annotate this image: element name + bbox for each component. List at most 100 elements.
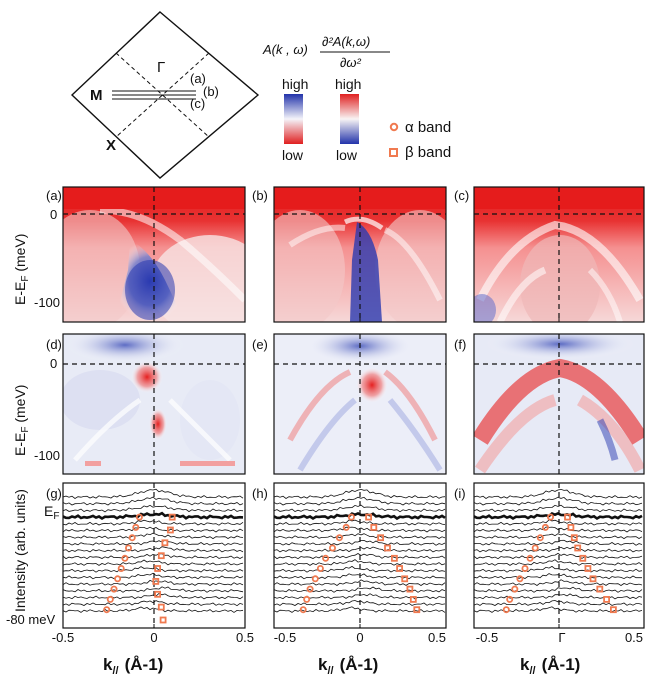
- edc-trace: [473, 533, 643, 540]
- edc-trace: [473, 496, 643, 506]
- beta-band-point: [157, 552, 165, 560]
- beta-band-point: [584, 565, 592, 572]
- ytick-100-row1: -100: [34, 295, 60, 310]
- alpha-band-point: [328, 544, 336, 552]
- alpha-band-point: [114, 575, 122, 583]
- alpha-band-point: [526, 554, 534, 562]
- edc-trace: [473, 579, 643, 586]
- x-axis-labels: k//(Å-1) k//(Å-1) k//(Å-1): [103, 655, 580, 677]
- alpha-band-point: [103, 606, 111, 614]
- edc-trace: [473, 593, 643, 600]
- ytick-100-row2: -100: [34, 448, 60, 463]
- beta-band-point: [161, 539, 169, 547]
- scale-left-low: low: [282, 147, 304, 163]
- alpha-band-point: [110, 585, 118, 593]
- panel-a: [63, 187, 245, 322]
- alpha-band-point: [117, 565, 125, 573]
- beta-band-point: [154, 590, 162, 598]
- edc-trace: [473, 552, 643, 560]
- edc-trace: [62, 496, 244, 506]
- edc-trace: [473, 546, 643, 553]
- scale-right-low: low: [336, 147, 358, 163]
- edc-trace: [273, 488, 446, 499]
- bz-gamma-label: Γ: [157, 59, 165, 76]
- panel-frames: [62, 186, 645, 629]
- panel-label-e: (e): [252, 337, 268, 352]
- alpha-band-point: [521, 565, 529, 573]
- beta-marker-icon: [389, 148, 398, 157]
- y-ticks: 0 -100 0 -100: [34, 207, 60, 463]
- alpha-band-point: [106, 595, 114, 603]
- panel-label-d: (d): [46, 337, 62, 352]
- edc-trace: [473, 559, 643, 566]
- alpha-band-point: [303, 595, 311, 603]
- bz-cut-c-label: (c): [190, 96, 205, 111]
- alpha-band-point: [335, 534, 343, 542]
- beta-band-point: [377, 534, 385, 542]
- edc-trace: [62, 553, 244, 560]
- edc-trace: [62, 546, 244, 553]
- beta-band-point: [610, 606, 617, 614]
- beta-band-point: [390, 554, 398, 562]
- bz-x-label: X: [106, 137, 116, 154]
- ylabel-row2: E-EF (meV): [12, 385, 31, 456]
- alpha-band-point: [299, 606, 307, 614]
- xtick-c-right: 0.5: [625, 630, 643, 645]
- alpha-band-point: [541, 523, 549, 531]
- ytick-0-row1: 0: [50, 207, 57, 222]
- beta-band-point: [567, 524, 575, 531]
- y-axis-labels: E-EF (meV) E-EF (meV) Intensity (arb. un…: [6, 234, 59, 627]
- beta-band-point: [406, 585, 414, 593]
- alpha-band-point: [125, 544, 133, 552]
- scale-left-high: high: [282, 76, 308, 92]
- edc-trace: [473, 488, 643, 499]
- alpha-marker-icon: [389, 122, 399, 132]
- xtick-a-right: 0.5: [236, 630, 254, 645]
- alpha-band-point: [531, 544, 539, 552]
- alpha-band-point: [135, 513, 143, 521]
- edc-trace: [473, 573, 642, 580]
- beta-band-point: [589, 575, 597, 583]
- beta-band-point: [154, 565, 162, 572]
- alpha-band-point: [322, 554, 330, 562]
- alpha-band-point: [347, 513, 355, 521]
- panel-label-h: (h): [252, 486, 268, 501]
- alpha-band-point: [516, 575, 524, 583]
- panel-c: [474, 187, 644, 322]
- edc-trace: [62, 488, 244, 499]
- edc-trace: [62, 600, 244, 607]
- bottom-energy-label: -80 meV: [6, 612, 55, 627]
- edc-trace: [473, 565, 643, 573]
- edc-trace: [62, 559, 244, 566]
- alpha-band-point: [128, 534, 136, 542]
- edc-trace: [62, 572, 244, 580]
- edc-trace: [62, 526, 244, 533]
- panel-e: [274, 334, 446, 474]
- ylabel-row1: E-EF (meV): [12, 234, 31, 305]
- edc-trace: [62, 504, 244, 513]
- edc-trace: [62, 566, 244, 573]
- beta-band-point: [409, 596, 417, 603]
- alpha-band-point: [121, 554, 129, 562]
- panel-label-c: (c): [454, 188, 469, 203]
- edc-trace: [273, 533, 446, 540]
- xlabel-c: k//(Å-1): [520, 655, 580, 677]
- alpha-band-point: [506, 595, 514, 603]
- beta-band-point: [152, 578, 160, 585]
- beta-band-point: [168, 513, 176, 521]
- panel-f: [474, 334, 644, 474]
- beta-band-point: [370, 524, 378, 531]
- edc-trace: [62, 532, 244, 540]
- beta-band-point: [574, 544, 582, 552]
- xlabel-a: k//(Å-1): [103, 655, 163, 677]
- beta-band-point: [159, 616, 167, 624]
- ytick-0-row2: 0: [50, 356, 57, 371]
- alpha-band-point: [511, 585, 519, 593]
- beta-band-point: [166, 526, 174, 534]
- beta-band-point: [579, 554, 587, 562]
- beta-band-point: [384, 544, 391, 552]
- beta-band-point: [365, 513, 373, 521]
- xtick-c-mid: Γ: [558, 630, 565, 645]
- scale-right-high: high: [335, 76, 361, 92]
